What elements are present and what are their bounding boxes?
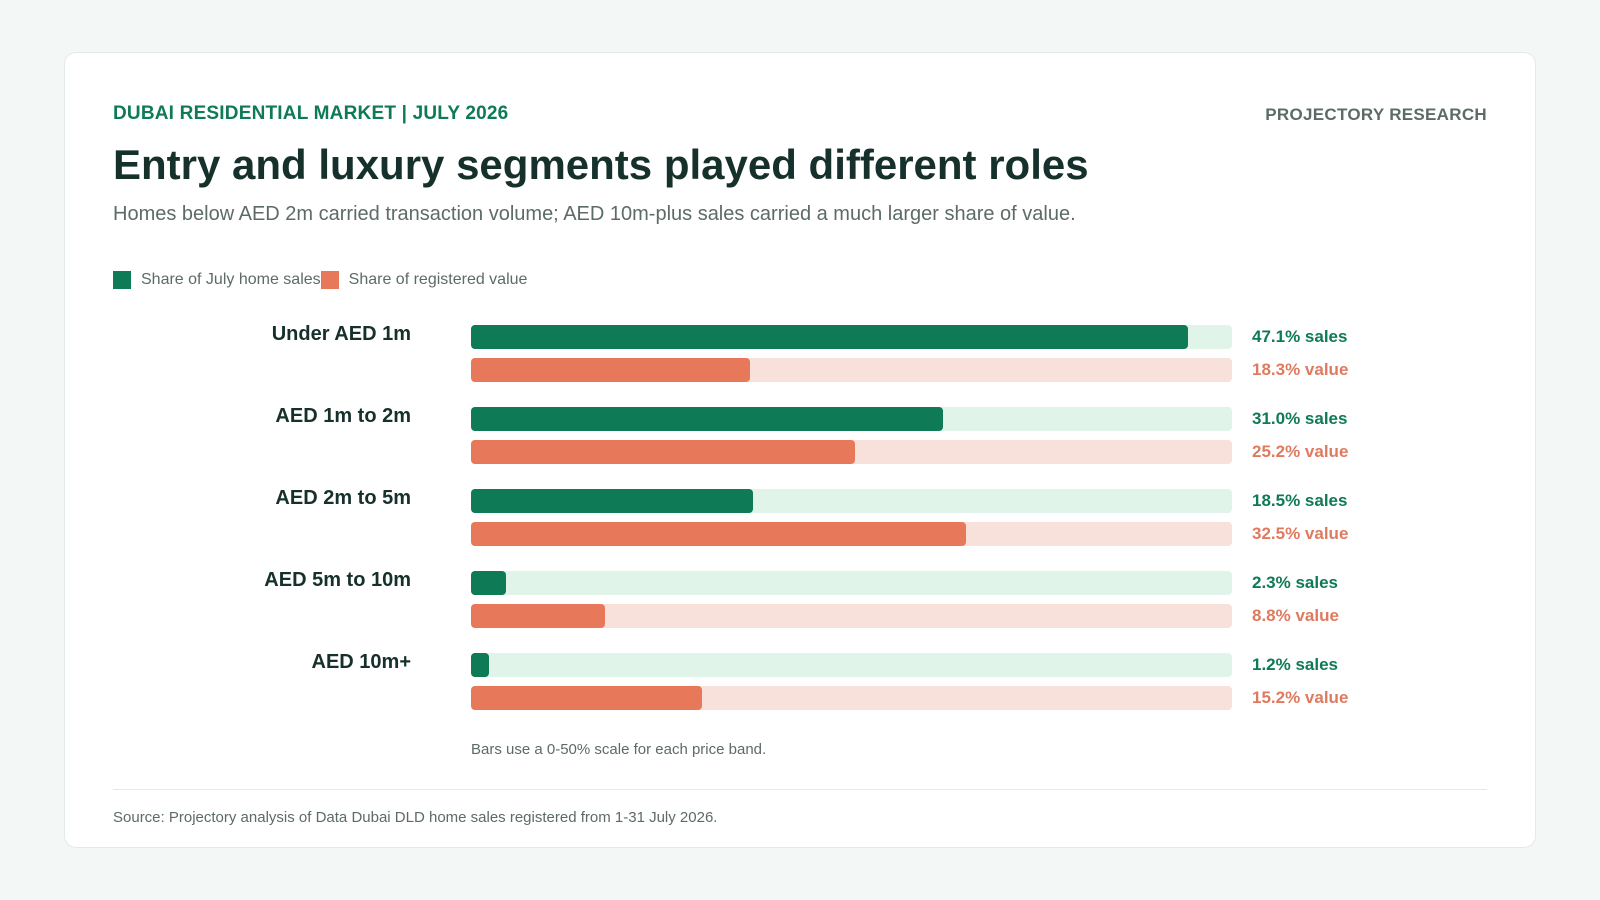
data-label-sales-aed-1m-to-2m: 31.0% sales xyxy=(1252,409,1348,428)
bar-value-aed-10m xyxy=(471,686,703,710)
legend: Share of July home sales Share of regist… xyxy=(113,271,527,289)
bar-track-value-aed-5m-to-10m xyxy=(471,604,1232,628)
legend-swatch-value xyxy=(320,271,339,289)
legend-item-value: Share of registered value xyxy=(320,271,528,289)
data-label-value-aed-10m: 15.2% value xyxy=(1252,688,1349,707)
bar-track-value-aed-1m-to-2m xyxy=(471,440,1232,464)
bar-track-sales-aed-1m-to-2m xyxy=(471,407,1232,431)
legend-label-sales: Share of July home sales xyxy=(141,271,321,288)
bar-track-sales-aed-2m-to-5m xyxy=(471,489,1232,513)
bar-value-aed-2m-to-5m xyxy=(471,522,966,546)
data-label-value-aed-5m-to-10m: 8.8% value xyxy=(1252,606,1339,625)
scale-note: Bars use a 0-50% scale for each price ba… xyxy=(471,741,767,758)
data-label-value-aed-1m-to-2m: 25.2% value xyxy=(1252,442,1349,461)
bar-track-value-under-aed-1m xyxy=(471,358,1232,382)
brand-label: PROJECTORY RESEARCH xyxy=(1265,105,1487,124)
category-label-under-aed-1m: Under AED 1m xyxy=(271,323,411,345)
bar-value-aed-1m-to-2m xyxy=(471,440,855,464)
legend-item-sales: Share of July home sales xyxy=(113,271,321,289)
bar-value-under-aed-1m xyxy=(471,358,750,382)
bar-sales-under-aed-1m xyxy=(471,325,1188,349)
data-label-value-aed-2m-to-5m: 32.5% value xyxy=(1252,524,1349,543)
kicker: DUBAI RESIDENTIAL MARKET | JULY 2026 xyxy=(113,103,509,124)
data-label-sales-aed-2m-to-5m: 18.5% sales xyxy=(1252,491,1348,510)
bar-track-value-aed-10m xyxy=(471,686,1232,710)
bar-sales-aed-5m-to-10m xyxy=(471,571,506,595)
bar-sales-aed-10m xyxy=(471,653,490,677)
bar-value-aed-5m-to-10m xyxy=(471,604,605,628)
page-title: Entry and luxury segments played differe… xyxy=(113,141,1089,188)
data-label-sales-under-aed-1m: 47.1% sales xyxy=(1252,327,1348,346)
data-label-sales-aed-5m-to-10m: 2.3% sales xyxy=(1252,573,1339,592)
legend-label-value: Share of registered value xyxy=(348,271,528,288)
legend-swatch-sales xyxy=(113,271,131,289)
bar-track-value-aed-2m-to-5m xyxy=(471,522,1232,546)
bar-sales-aed-2m-to-5m xyxy=(471,489,753,513)
category-label-aed-10m: AED 10m+ xyxy=(311,651,412,673)
data-label-value-under-aed-1m: 18.3% value xyxy=(1252,360,1349,379)
category-label-aed-2m-to-5m: AED 2m to 5m xyxy=(275,487,411,509)
bar-chart: Under AED 1m 47.1% sales 18.3% value AED 1m… xyxy=(65,53,1535,847)
category-label-aed-1m-to-2m: AED 1m to 2m xyxy=(275,405,411,427)
bar-track-sales-aed-5m-to-10m xyxy=(471,571,1232,595)
page-subtitle: Homes below AED 2m carried transaction v… xyxy=(113,203,1076,225)
bar-track-sales-aed-10m xyxy=(471,653,1232,677)
bar-track-sales-under-aed-1m xyxy=(471,325,1232,349)
source-note: Source: Projectory analysis of Data Duba… xyxy=(113,809,718,826)
bar-sales-aed-1m-to-2m xyxy=(471,407,943,431)
data-label-sales-aed-10m: 1.2% sales xyxy=(1252,655,1339,674)
divider xyxy=(113,789,1487,790)
category-label-aed-5m-to-10m: AED 5m to 10m xyxy=(264,569,411,591)
chart-card: DUBAI RESIDENTIAL MARKET | JULY 2026 PRO… xyxy=(64,52,1536,848)
